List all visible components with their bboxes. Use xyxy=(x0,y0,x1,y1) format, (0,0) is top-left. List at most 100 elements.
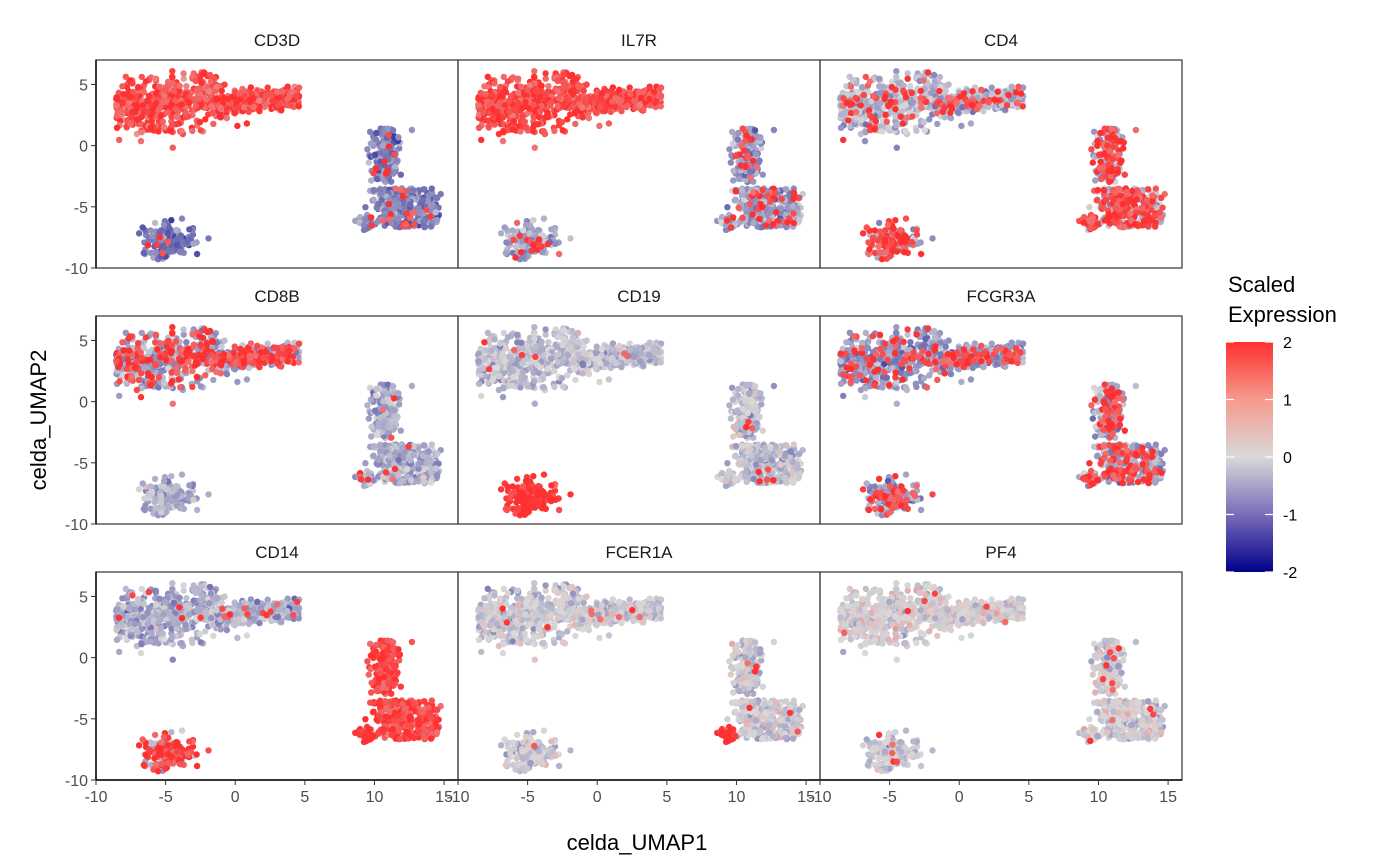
data-point xyxy=(567,88,575,95)
data-point xyxy=(744,153,751,161)
data-point xyxy=(1005,91,1012,99)
data-point xyxy=(1105,211,1112,218)
data-point xyxy=(858,84,866,91)
data-point xyxy=(496,116,503,123)
data-point xyxy=(165,109,172,116)
data-point xyxy=(368,177,375,184)
data-point xyxy=(213,83,220,90)
data-point xyxy=(1129,198,1136,205)
data-point xyxy=(243,120,251,127)
data-point xyxy=(394,157,401,164)
data-point xyxy=(583,81,590,88)
data-point xyxy=(881,95,888,103)
data-point xyxy=(231,110,238,117)
data-point xyxy=(592,109,599,116)
data-point xyxy=(177,249,184,256)
data-point xyxy=(930,71,938,79)
data-point xyxy=(860,91,867,99)
data-point xyxy=(178,127,185,135)
data-point xyxy=(1129,187,1136,195)
data-point xyxy=(177,232,185,239)
data-point xyxy=(419,197,426,204)
data-point xyxy=(1094,137,1101,145)
data-point xyxy=(190,240,197,247)
data-point xyxy=(198,79,205,87)
data-point xyxy=(904,75,911,82)
data-point xyxy=(424,197,432,205)
data-point xyxy=(624,102,631,109)
data-point xyxy=(421,186,428,193)
data-point xyxy=(157,104,164,112)
data-point xyxy=(1100,186,1108,194)
data-point xyxy=(1015,83,1022,90)
data-point xyxy=(397,171,404,178)
data-point xyxy=(989,90,996,98)
data-point xyxy=(380,142,387,149)
data-point xyxy=(139,224,146,231)
data-point xyxy=(523,124,530,131)
data-point xyxy=(1012,89,1020,96)
data-point xyxy=(264,340,271,347)
data-point xyxy=(206,71,214,79)
data-point xyxy=(723,217,731,224)
data-point xyxy=(548,99,555,106)
data-point xyxy=(198,71,206,78)
data-point xyxy=(1118,157,1125,164)
data-point xyxy=(202,96,210,103)
data-point xyxy=(884,221,892,229)
data-point xyxy=(759,186,766,194)
data-point xyxy=(969,101,976,109)
data-point xyxy=(207,78,214,85)
data-point xyxy=(526,230,533,237)
data-point xyxy=(395,215,402,223)
data-point xyxy=(392,185,400,192)
data-point xyxy=(732,188,739,195)
data-point xyxy=(151,75,159,83)
data-point xyxy=(756,157,763,164)
data-point xyxy=(515,99,522,107)
data-point xyxy=(918,104,925,112)
data-point xyxy=(517,249,525,256)
data-point xyxy=(147,126,154,133)
data-point xyxy=(129,80,136,87)
data-point xyxy=(739,125,746,132)
data-point xyxy=(876,249,883,256)
data-point xyxy=(170,87,178,95)
data-point xyxy=(893,74,900,81)
data-point xyxy=(205,88,213,95)
data-point xyxy=(1119,200,1126,208)
data-point xyxy=(900,87,907,95)
data-point xyxy=(256,97,263,104)
data-point xyxy=(901,249,908,256)
data-point xyxy=(513,75,521,83)
data-point xyxy=(753,150,760,158)
data-point xyxy=(582,95,589,102)
data-point xyxy=(122,73,129,81)
data-point xyxy=(484,73,491,81)
data-point xyxy=(910,99,917,106)
data-point xyxy=(496,84,504,91)
data-point xyxy=(113,102,121,109)
data-point xyxy=(770,221,777,228)
data-point xyxy=(859,230,867,237)
data-point xyxy=(538,82,545,90)
data-point xyxy=(502,249,509,257)
data-point xyxy=(193,250,201,258)
data-point xyxy=(646,83,653,90)
data-point xyxy=(552,240,559,247)
data-point xyxy=(726,146,733,153)
data-point xyxy=(640,106,647,114)
data-point xyxy=(500,129,507,136)
data-point xyxy=(506,97,513,105)
data-point xyxy=(544,240,551,248)
data-point xyxy=(655,93,662,100)
data-point xyxy=(618,97,625,104)
data-point xyxy=(513,219,521,227)
data-point xyxy=(213,95,220,102)
data-point xyxy=(564,96,572,103)
data-point xyxy=(427,202,434,210)
data-point xyxy=(1127,210,1134,217)
data-point xyxy=(746,201,754,208)
data-point xyxy=(153,89,160,97)
data-point xyxy=(1120,145,1127,152)
